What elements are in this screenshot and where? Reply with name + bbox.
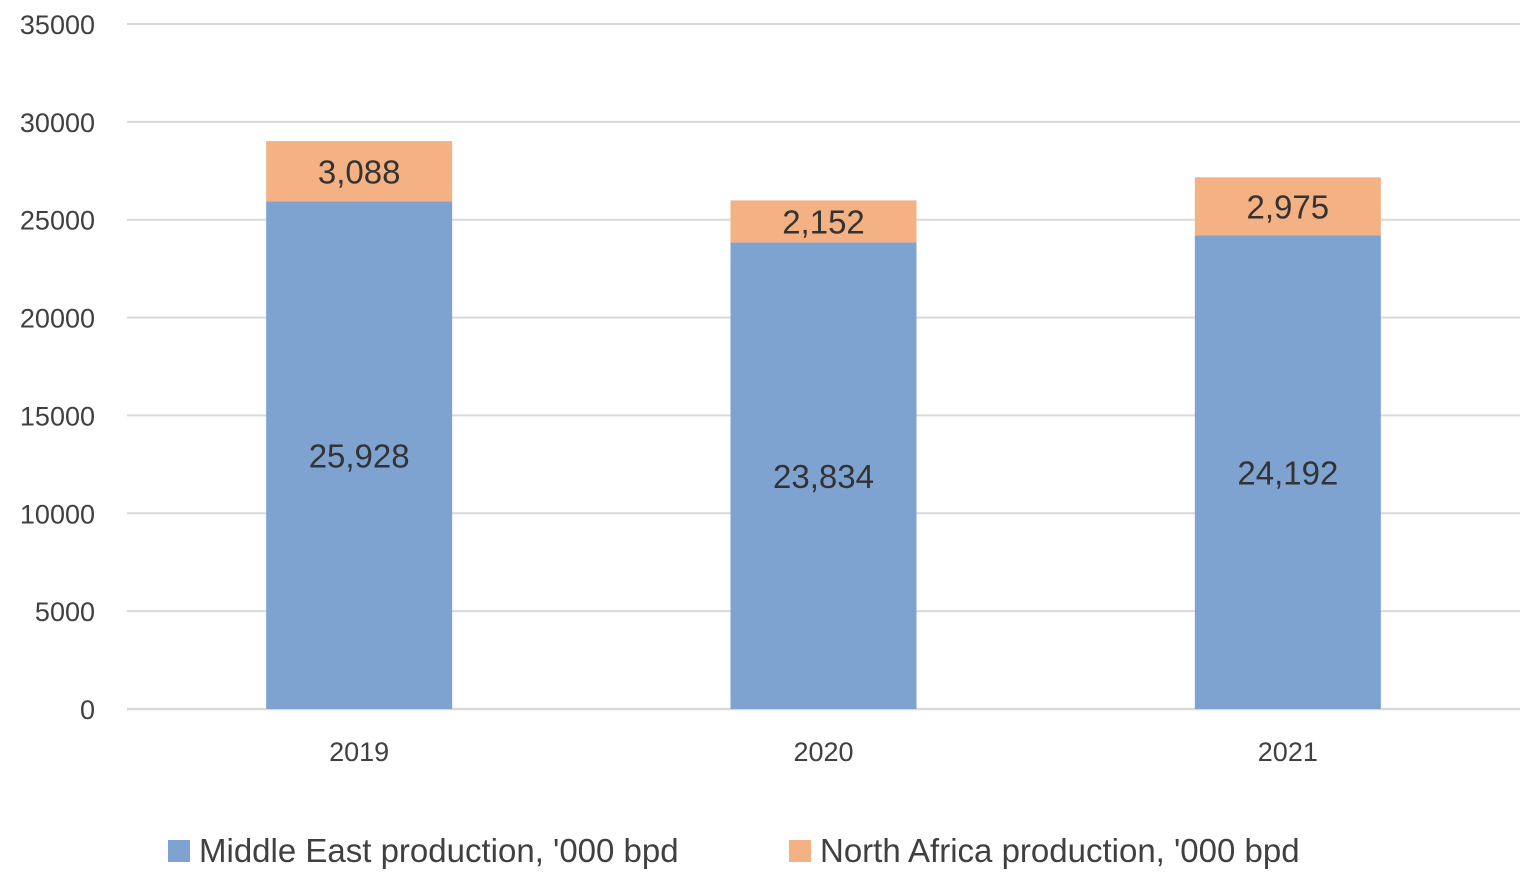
data-label: 25,928 bbox=[309, 437, 410, 474]
data-label: 2,975 bbox=[1247, 188, 1330, 225]
data-label: 3,088 bbox=[318, 153, 401, 190]
data-label: 23,834 bbox=[773, 458, 874, 495]
x-tick-label: 2019 bbox=[329, 737, 389, 767]
bars: 25,928 3,088 23,834 2,152 24,192 2,975 bbox=[266, 141, 1381, 709]
x-tick-label: 2020 bbox=[793, 737, 853, 767]
bar-segment-middle-east-2019 bbox=[266, 201, 453, 709]
y-tick-label: 20000 bbox=[20, 304, 95, 334]
bar-segment-middle-east-2020 bbox=[730, 242, 917, 709]
y-tick-label: 10000 bbox=[20, 499, 95, 529]
bar-segment-north-africa-2020 bbox=[730, 200, 917, 243]
y-tick-label: 25000 bbox=[20, 206, 95, 236]
legend-swatch bbox=[789, 840, 811, 862]
y-tick-label: 35000 bbox=[20, 10, 95, 40]
y-tick-label: 5000 bbox=[35, 597, 95, 627]
legend-label: North Africa production, '000 bpd bbox=[820, 832, 1300, 869]
legend: Middle East production, '000 bpd North Af… bbox=[168, 832, 1300, 869]
y-tick-label: 0 bbox=[80, 695, 95, 725]
x-tick-label: 2021 bbox=[1258, 737, 1318, 767]
bar-segment-north-africa-2021 bbox=[1194, 177, 1381, 236]
y-tick-label: 30000 bbox=[20, 108, 95, 138]
legend-label: Middle East production, '000 bpd bbox=[199, 832, 679, 869]
y-axis-ticks: 0 5000 10000 15000 20000 25000 30000 35000 bbox=[20, 10, 95, 725]
legend-swatch bbox=[168, 840, 190, 862]
data-label: 24,192 bbox=[1237, 454, 1338, 491]
bar-segment-middle-east-2021 bbox=[1194, 235, 1381, 709]
bar-segment-north-africa-2019 bbox=[266, 141, 453, 202]
y-tick-label: 15000 bbox=[20, 401, 95, 431]
data-label: 2,152 bbox=[782, 203, 865, 240]
x-axis-ticks: 2019 2020 2021 bbox=[329, 737, 1318, 767]
